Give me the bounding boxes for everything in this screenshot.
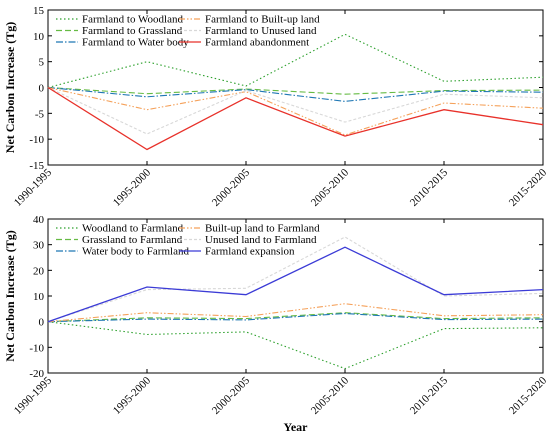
legend-entry: Farmland to Unused land <box>205 25 317 37</box>
series-line-2 <box>47 312 544 323</box>
y-tick-label: 15 <box>33 5 45 17</box>
x-tick-label: 2005-2010 <box>309 374 352 417</box>
series-line-5 <box>47 236 544 323</box>
x-tick-label: 1990-1995 <box>12 374 55 417</box>
x-tick-label: 1990-1995 <box>12 166 55 209</box>
y-tick-label: -15 <box>29 160 44 172</box>
y-tick-label: 20 <box>33 265 45 277</box>
y-tick-label: -20 <box>29 368 44 380</box>
series-line-4 <box>47 303 544 323</box>
series-line-4 <box>47 86 544 136</box>
y-tick-label: 10 <box>33 291 45 303</box>
legend-entry: Water body to Farmland <box>82 246 189 258</box>
y-tick-label: -5 <box>35 108 45 120</box>
x-tick-label: 2000-2005 <box>210 374 253 417</box>
series-line-3 <box>47 86 544 102</box>
legend-entry: Woodland to Farmland <box>82 223 184 235</box>
series-line-6 <box>47 246 544 323</box>
legend-entry: Farmland expansion <box>205 246 295 258</box>
series-line-1 <box>47 321 544 370</box>
y-tick-label: 0 <box>39 317 45 329</box>
x-tick-label: 2015-2020 <box>507 374 550 417</box>
y-tick-label: -10 <box>29 134 44 146</box>
y-tick-label: 10 <box>33 31 45 43</box>
chart-panel-2: -20 -10 0 10 20 30 40 1990-1995 1995-2000 2000-20… <box>3 214 549 434</box>
x-tick-label: 2000-2005 <box>210 166 253 209</box>
series-line-6 <box>47 86 544 151</box>
chart-panel-1: -15 -10 -5 0 5 10 15 1990-1995 1995-2000 2000-200… <box>3 5 549 209</box>
legend-entry: Built-up land to Farmland <box>205 223 320 235</box>
y-tick-label: 5 <box>39 57 45 69</box>
series-line-3 <box>47 312 544 323</box>
legend-entry: Unused land to Farmland <box>205 234 317 246</box>
y-tick-label: 0 <box>39 83 45 95</box>
x-tick-label: 2010-2015 <box>408 374 451 417</box>
series-line-5 <box>47 87 544 135</box>
series-line-1 <box>47 33 544 89</box>
legend-entry: Farmland to Grassland <box>82 25 183 37</box>
y-axis-label: Net Carbon Increase (Tg) <box>3 230 17 361</box>
y-tick-label: 40 <box>33 214 45 226</box>
x-tick-label: 1995-2000 <box>111 166 154 209</box>
legend-entry: Farmland to Woodland <box>82 14 183 26</box>
legend-entry: Farmland to Water body <box>82 37 189 49</box>
y-axis-label: Net Carbon Increase (Tg) <box>3 22 17 153</box>
x-tick-label: 1995-2000 <box>111 374 154 417</box>
x-tick-label: 2010-2015 <box>408 166 451 209</box>
legend-entry: Farmland to Built-up land <box>205 14 320 26</box>
x-tick-label: 2015-2020 <box>507 166 550 209</box>
y-tick-label: -10 <box>29 342 44 354</box>
legend-entry: Farmland abandonment <box>205 37 309 49</box>
x-tick-label: 2005-2010 <box>309 166 352 209</box>
x-axis-label: Year <box>284 420 309 434</box>
legend-entry: Grassland to Farmland <box>82 234 183 246</box>
y-tick-label: 30 <box>33 240 45 252</box>
series-line-2 <box>47 86 544 95</box>
